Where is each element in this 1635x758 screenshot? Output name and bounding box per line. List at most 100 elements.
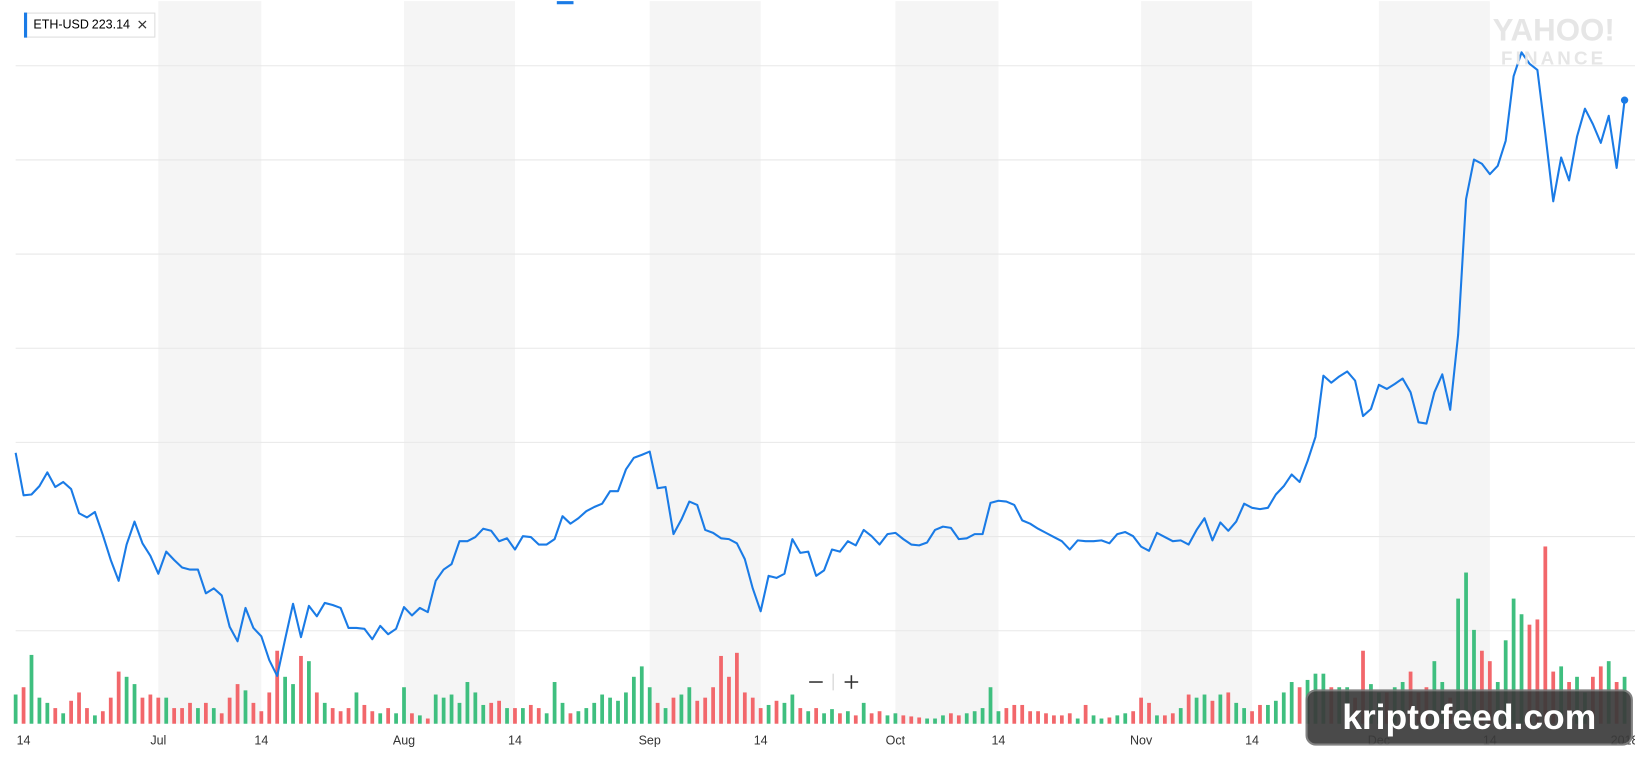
volume-bar [941,715,945,724]
volume-bar [140,697,145,724]
volume-bar [346,708,351,724]
volume-bar [291,684,295,724]
volume-bar [156,697,161,724]
volume-bar [592,702,597,724]
period-band [1141,1,1253,724]
volume-bar [1210,700,1215,724]
volume-bar [13,694,18,724]
grid [15,65,1635,632]
legend-close[interactable] [138,20,147,29]
volume-bar [1020,704,1025,724]
volume-bar [283,676,287,724]
period-band [158,1,262,724]
volume-bar [845,711,850,724]
volume-bar [299,655,303,724]
volume-bar [1456,598,1461,724]
volume-bar [861,702,866,724]
bands [158,1,1490,724]
watermark-brand: YAHOO! [1493,13,1615,48]
volume-bar [314,692,319,724]
volume-bar [616,700,620,724]
volume-bar [925,718,929,724]
volume-bar [513,708,517,724]
badge-text: kriptofeed.com [1342,697,1596,737]
volume-bar [568,713,573,724]
volume-bar [1281,692,1286,724]
x-tick-label: 14 [991,734,1005,748]
volume-bar [980,708,985,724]
x-tick-label: 14 [17,734,31,748]
volume-bar [1464,572,1468,724]
volume-bar [1273,700,1278,724]
volume-bar [536,708,541,724]
volume-bar [45,702,50,724]
volume-bar [901,715,906,724]
volume-bar [814,708,819,724]
volume-bar [1202,694,1207,724]
volume-bar [251,702,256,724]
volume-bar [100,711,105,724]
volume-bar [1266,704,1270,724]
volume-bar [774,700,779,724]
volume-bar [742,692,747,724]
volume-bar [1036,711,1040,724]
volume-bar [544,713,549,724]
volume-bar [806,711,811,724]
volume-bar [243,690,248,724]
volume-bar [727,676,731,724]
x-tick-label: Nov [1130,734,1153,748]
volume-bar [1059,715,1064,724]
volume-bar [687,687,692,724]
period-band [895,1,999,724]
volume-bar [1186,694,1191,724]
volume-bar [790,694,795,724]
zoom-in[interactable] [844,675,859,689]
volume-bar [108,697,113,724]
volume-bar [1226,692,1231,724]
legend-value: 223.14 [92,17,130,31]
volume-bar [1258,704,1262,724]
volume-bar [830,709,834,724]
volume-bar [37,697,42,724]
volume-bar [679,694,684,724]
volume-bar [465,682,470,724]
volume-bar [972,711,977,724]
volume-bar [1067,713,1072,724]
volume-bar [1091,715,1096,724]
volume-bar [402,687,406,724]
volume-bar [124,676,129,724]
volume-bar [180,708,184,724]
volume-bar [1099,718,1104,724]
volume-bar [417,715,422,724]
volume-bar [996,711,1001,724]
volume-bar [164,697,169,724]
volume-bar [116,671,121,724]
volume-bar [703,697,708,724]
volume-bar [1107,717,1112,724]
volume-bar [576,711,581,724]
volume-bar [1535,619,1540,724]
volume-bar [1361,650,1365,724]
volume-bar [893,713,898,724]
volume-bar [505,708,509,724]
volume-bar [647,687,652,724]
volume-bar [21,687,26,724]
volume-bar [172,708,177,724]
volume-bar [1147,702,1151,724]
volume-bar [1472,629,1476,724]
watermark-sub: FINANCE [1501,47,1606,68]
volume-bar [1028,711,1033,724]
legend: ETH-USD 223.14 [23,12,156,38]
volume-bar [758,708,763,724]
volume-bar [259,711,264,724]
volume-bar [956,715,961,724]
volume-bar [917,717,922,724]
volume-bar [433,694,438,724]
volume-bar [307,661,311,724]
volume-bar [1289,682,1294,724]
period-band [1378,1,1490,724]
volume-bar [521,708,525,724]
volume-bar [1480,650,1484,724]
